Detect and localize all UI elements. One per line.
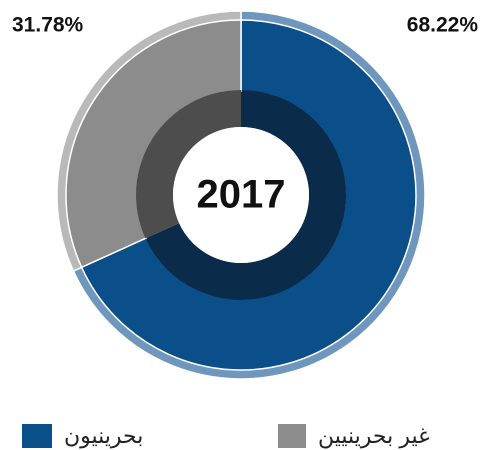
legend-label: غير بحرينيين <box>318 423 430 448</box>
segment-inner <box>136 90 241 239</box>
value-label: 31.78% <box>12 14 84 37</box>
center-disc <box>173 127 309 263</box>
center-label: 2017 <box>197 173 286 217</box>
segment-inner <box>145 90 346 301</box>
legend-swatch <box>278 424 306 448</box>
value-label: 68.22% <box>407 14 479 37</box>
legend-swatch <box>22 424 52 448</box>
legend-label: بحرينيون <box>64 423 143 448</box>
